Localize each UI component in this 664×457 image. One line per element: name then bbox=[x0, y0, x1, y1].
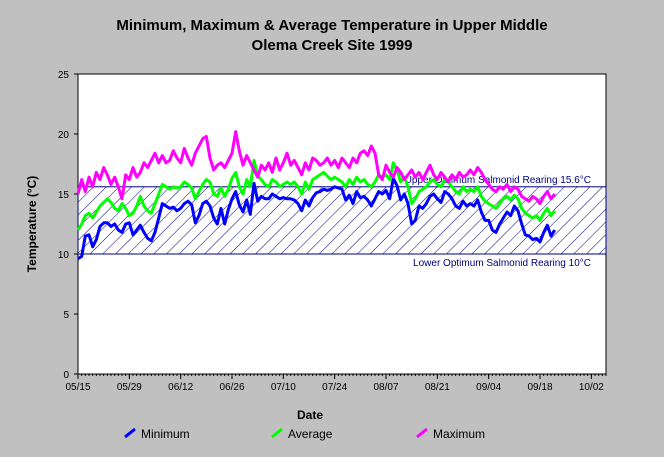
x-tick-label: 08/07 bbox=[373, 382, 398, 393]
upper-optimum-label: Upper Optimum Salmonid Rearing 15.6°C bbox=[405, 175, 591, 186]
series-lines bbox=[76, 130, 556, 261]
legend-swatch-maximum bbox=[416, 427, 428, 439]
y-tick-label: 25 bbox=[58, 70, 70, 81]
y-tick-label: 5 bbox=[63, 310, 69, 321]
legend: Minimum Average Maximum bbox=[124, 427, 485, 441]
x-axis-title: Date bbox=[297, 408, 323, 422]
legend-swatch-minimum bbox=[124, 427, 136, 439]
y-tick-label: 0 bbox=[63, 370, 69, 381]
chart-title-line1: Minimum, Maximum & Average Temperature i… bbox=[116, 17, 547, 34]
x-tick-label: 09/18 bbox=[527, 382, 552, 393]
series-line-average bbox=[76, 158, 556, 231]
x-tick-label: 09/04 bbox=[476, 382, 501, 393]
y-axis: 0 5 10 15 20 25 bbox=[58, 70, 78, 381]
series-line-minimum bbox=[77, 176, 556, 261]
y-tick-label: 10 bbox=[58, 250, 70, 261]
x-tick-label: 06/26 bbox=[219, 382, 244, 393]
x-tick-label: 05/29 bbox=[117, 382, 142, 393]
x-tick-label: 10/02 bbox=[579, 382, 604, 393]
series-line-maximum bbox=[76, 130, 556, 206]
legend-swatch-average bbox=[271, 427, 283, 439]
x-tick-label: 05/15 bbox=[65, 382, 90, 393]
chart-title-line2: Olema Creek Site 1999 bbox=[252, 37, 413, 54]
y-tick-label: 15 bbox=[58, 190, 70, 201]
x-tick-label: 08/21 bbox=[425, 382, 450, 393]
x-tick-label: 06/12 bbox=[168, 382, 193, 393]
legend-label-minimum: Minimum bbox=[141, 427, 190, 441]
x-axis: 05/15 05/29 06/12 06/26 07/10 07/24 08/07 08/21… bbox=[65, 374, 607, 393]
legend-label-average: Average bbox=[288, 427, 333, 441]
lower-optimum-label: Lower Optimum Salmonid Rearing 10°C bbox=[413, 258, 591, 269]
x-tick-label: 07/24 bbox=[322, 382, 347, 393]
y-tick-label: 20 bbox=[58, 130, 70, 141]
y-axis-title: Temperature (°C) bbox=[25, 176, 39, 273]
legend-label-maximum: Maximum bbox=[433, 427, 485, 441]
x-tick-label: 07/10 bbox=[271, 382, 296, 393]
